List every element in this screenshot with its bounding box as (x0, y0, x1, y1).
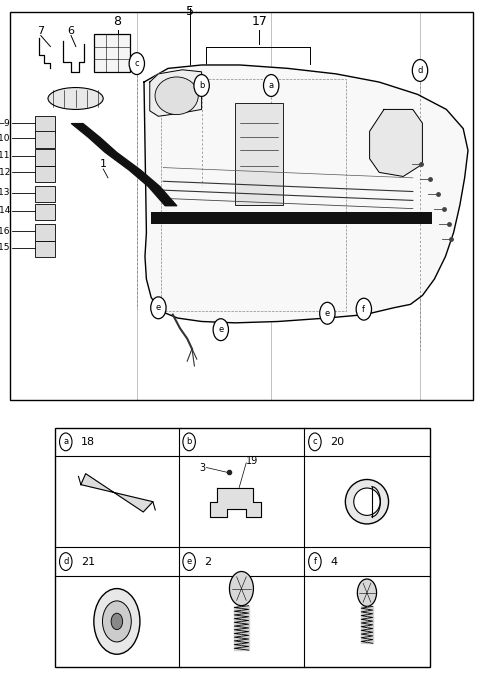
Circle shape (357, 579, 376, 606)
Text: f: f (362, 304, 365, 314)
Text: 8: 8 (114, 15, 121, 29)
Polygon shape (81, 474, 153, 512)
Circle shape (264, 75, 279, 96)
Text: 19: 19 (246, 456, 259, 466)
Text: e: e (325, 308, 330, 318)
Bar (55, 428, 430, 667)
Text: —11: —11 (0, 151, 11, 161)
Bar (161, 79, 346, 311)
FancyBboxPatch shape (35, 224, 55, 241)
Polygon shape (210, 488, 261, 517)
Text: —12: —12 (0, 168, 11, 177)
Text: e: e (218, 325, 223, 334)
Circle shape (183, 433, 195, 451)
Text: 18: 18 (81, 437, 95, 447)
Text: —10: —10 (0, 133, 11, 143)
Circle shape (60, 553, 72, 570)
Text: c: c (312, 437, 317, 447)
Ellipse shape (354, 488, 380, 516)
Text: —15: —15 (0, 243, 11, 252)
Text: d: d (63, 557, 69, 566)
Circle shape (94, 588, 140, 654)
Text: c: c (134, 59, 139, 68)
Polygon shape (370, 109, 422, 176)
Text: 6: 6 (68, 26, 74, 36)
Text: —13: —13 (0, 188, 11, 198)
Circle shape (183, 553, 195, 570)
Text: a: a (269, 81, 274, 90)
FancyBboxPatch shape (35, 186, 55, 202)
Text: 7: 7 (37, 26, 44, 36)
Ellipse shape (345, 479, 389, 524)
Circle shape (111, 613, 123, 629)
Polygon shape (144, 65, 468, 323)
Bar (94, 34, 130, 72)
Text: 17: 17 (251, 15, 267, 29)
Text: b: b (199, 81, 204, 90)
Text: 1: 1 (100, 159, 107, 169)
Text: 3: 3 (199, 462, 205, 473)
Text: a: a (63, 437, 68, 447)
Circle shape (412, 60, 428, 81)
Circle shape (320, 302, 335, 324)
Text: e: e (156, 303, 161, 313)
Text: —14: —14 (0, 206, 11, 215)
Text: —16: —16 (0, 226, 11, 236)
Text: d: d (417, 66, 423, 75)
Circle shape (309, 553, 321, 570)
Text: 5: 5 (186, 5, 193, 18)
Circle shape (309, 433, 321, 451)
Text: 21: 21 (81, 557, 95, 566)
Polygon shape (150, 70, 202, 116)
Text: b: b (186, 437, 192, 447)
Text: 4: 4 (330, 557, 337, 566)
Text: —9: —9 (0, 118, 11, 128)
Bar (151, 212, 432, 224)
Text: e: e (187, 557, 192, 566)
Text: 20: 20 (330, 437, 344, 447)
Circle shape (151, 297, 166, 319)
Circle shape (213, 319, 228, 341)
Bar (10, 12, 473, 400)
Circle shape (194, 75, 209, 96)
Text: f: f (313, 557, 316, 566)
Circle shape (102, 601, 132, 642)
FancyBboxPatch shape (35, 166, 55, 182)
Circle shape (129, 53, 144, 75)
FancyBboxPatch shape (35, 131, 55, 148)
Ellipse shape (155, 77, 198, 114)
Bar (235, 103, 283, 205)
FancyBboxPatch shape (35, 149, 55, 166)
Ellipse shape (48, 88, 103, 109)
Circle shape (60, 433, 72, 451)
Circle shape (356, 298, 372, 320)
FancyBboxPatch shape (35, 116, 55, 133)
Circle shape (229, 572, 253, 606)
FancyBboxPatch shape (35, 241, 55, 257)
Text: 2: 2 (204, 557, 212, 566)
FancyBboxPatch shape (35, 204, 55, 220)
